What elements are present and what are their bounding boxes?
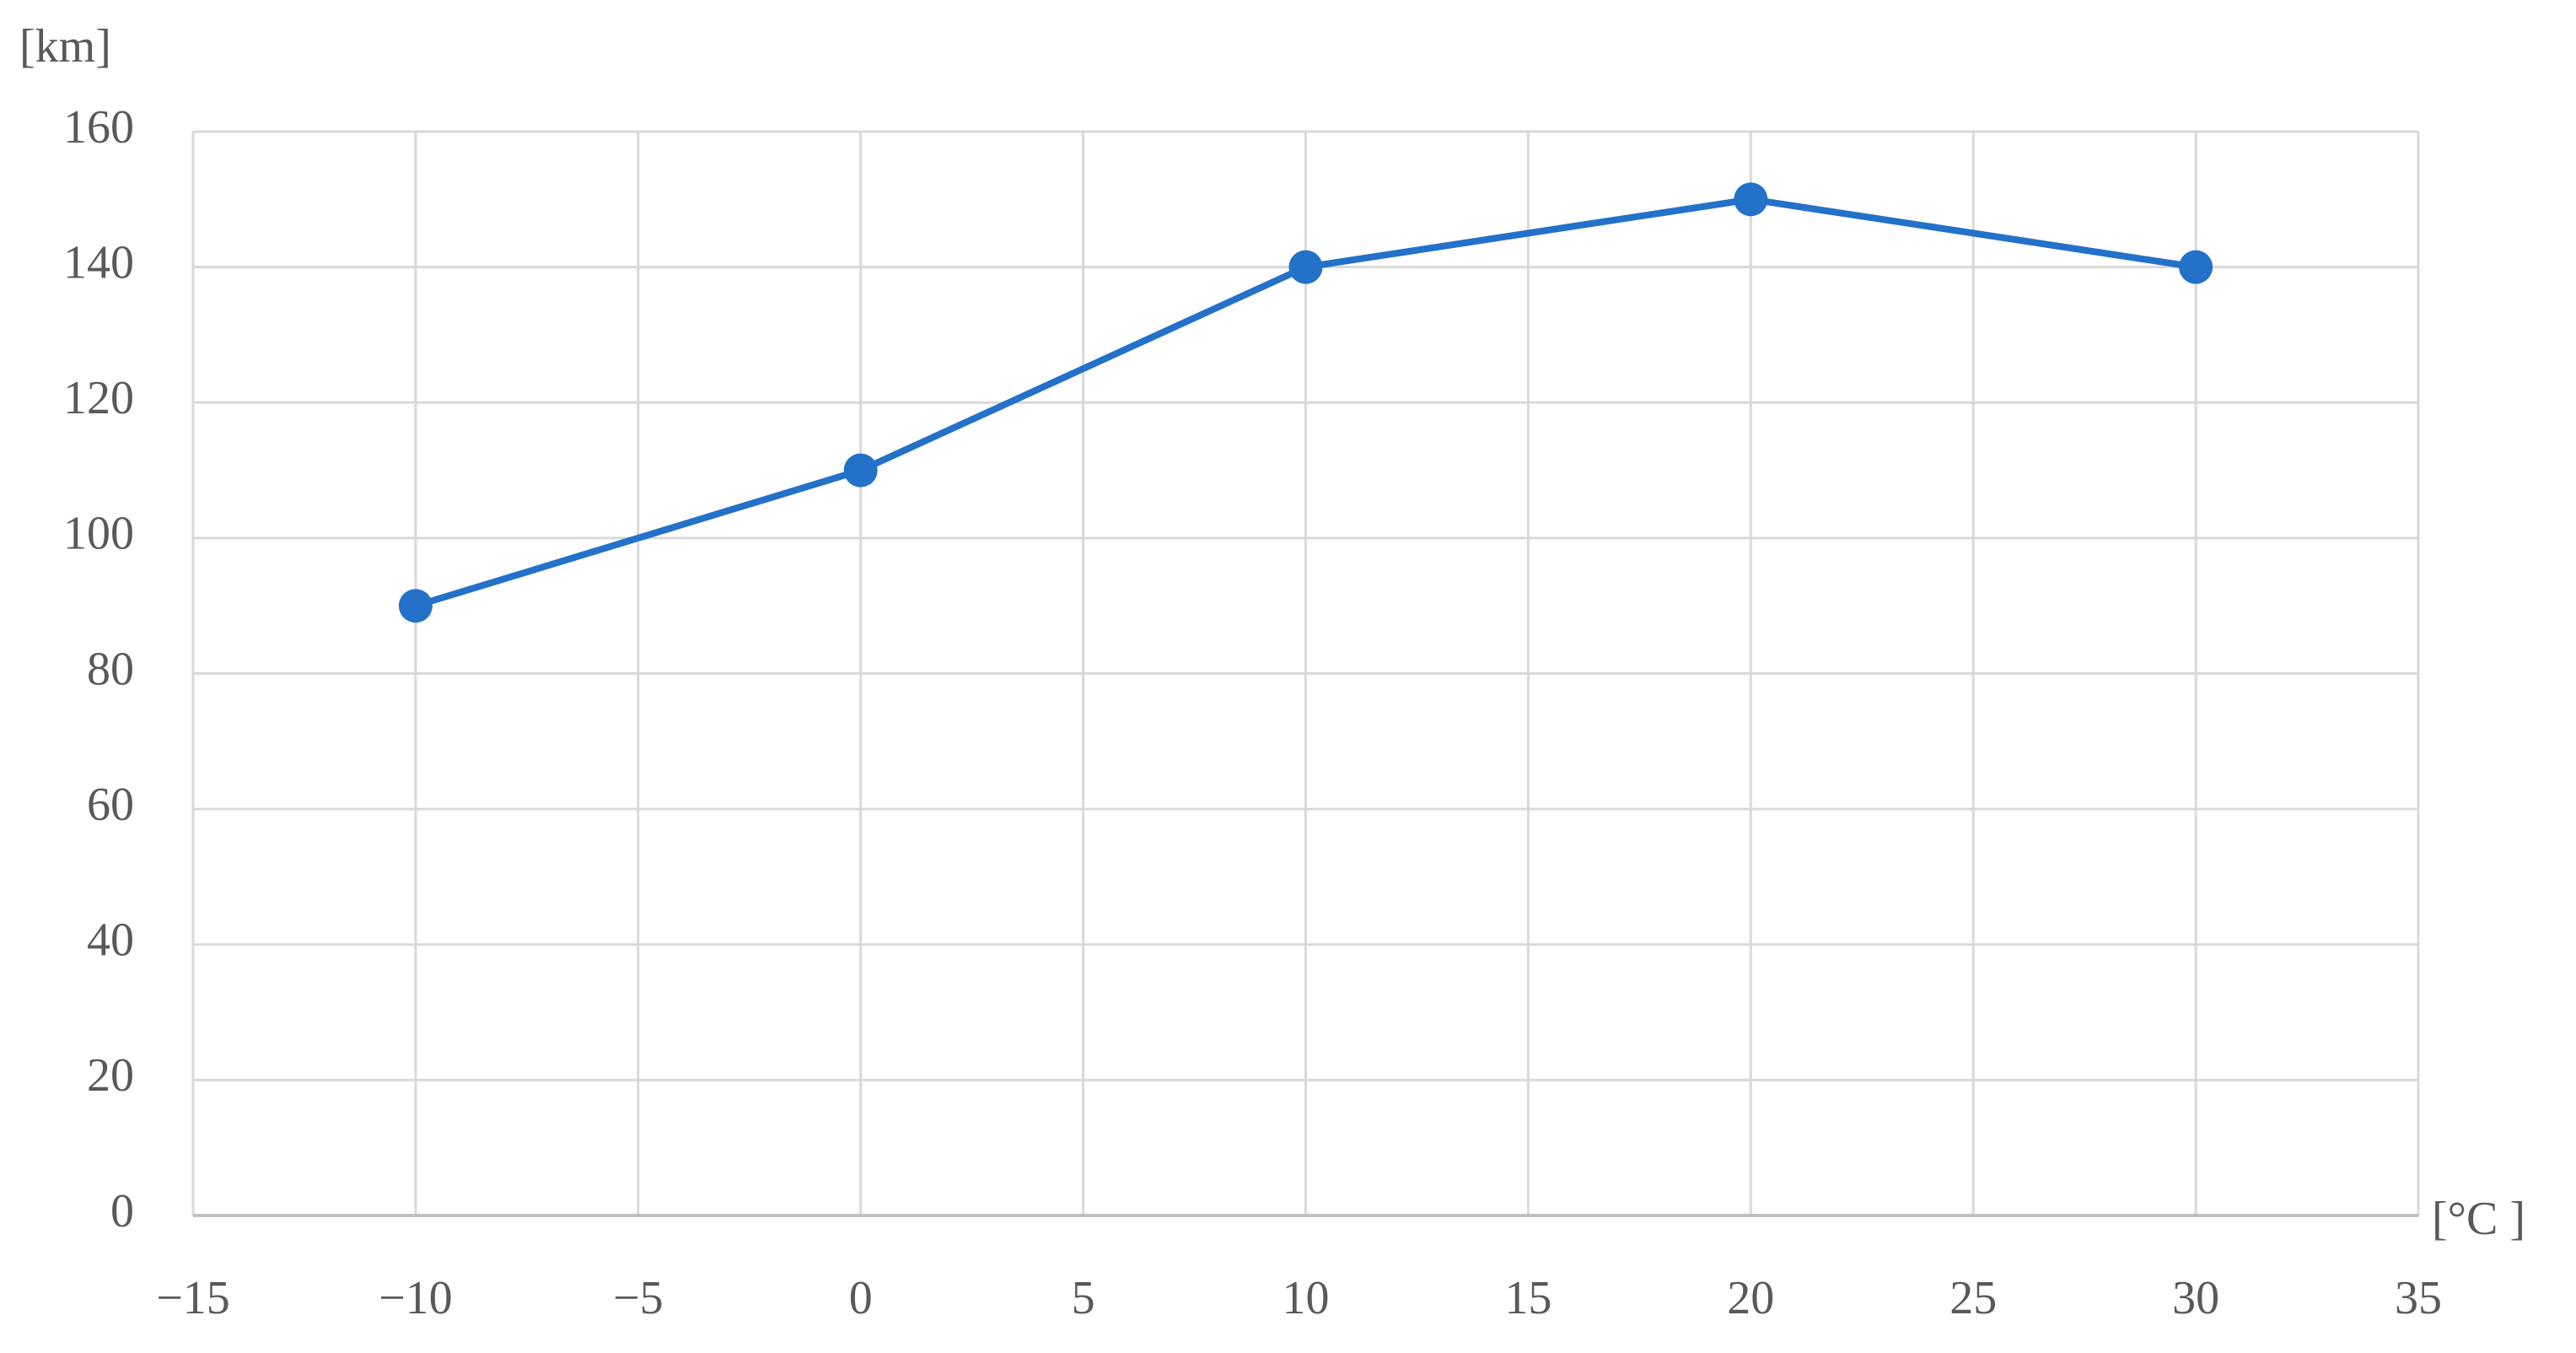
y-tick-label: 140 <box>63 236 134 288</box>
x-tick-label: 20 <box>1727 1272 1774 1324</box>
y-tick-label: 20 <box>87 1049 134 1102</box>
data-point <box>1288 250 1323 284</box>
data-point <box>2179 250 2213 284</box>
y-tick-label: 160 <box>63 101 134 154</box>
x-tick-label: −10 <box>379 1272 453 1324</box>
y-tick-label: 120 <box>63 372 134 424</box>
x-tick-label: −5 <box>613 1272 664 1324</box>
data-point <box>398 589 433 623</box>
data-point <box>1734 182 1768 217</box>
y-axis-label: [km] <box>19 20 111 73</box>
x-tick-label: 35 <box>2395 1272 2442 1324</box>
x-tick-label: 25 <box>1949 1272 1997 1324</box>
y-tick-label: 60 <box>87 779 134 831</box>
y-tick-label: 100 <box>63 508 134 560</box>
y-tick-label: 80 <box>87 643 134 695</box>
data-point <box>843 453 878 488</box>
y-tick-label: 40 <box>87 914 134 967</box>
x-tick-label: 30 <box>2172 1272 2219 1324</box>
x-tick-label: 0 <box>849 1272 873 1324</box>
x-tick-label: 5 <box>1072 1272 1095 1324</box>
x-axis-label: [°C ] <box>2432 1193 2525 1245</box>
y-tick-label: 0 <box>110 1185 134 1237</box>
x-tick-label: 15 <box>1504 1272 1552 1324</box>
x-tick-label: 10 <box>1283 1272 1330 1324</box>
x-tick-label: −15 <box>156 1272 230 1324</box>
